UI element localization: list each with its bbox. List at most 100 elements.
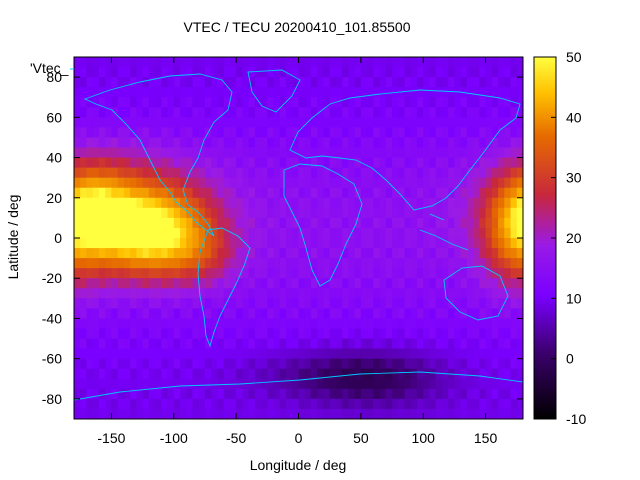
heatmap-cell <box>279 147 287 159</box>
heatmap-cell <box>298 97 306 108</box>
heatmap-cell <box>223 298 231 309</box>
heatmap-cell <box>98 288 106 299</box>
heatmap-cell <box>111 258 119 269</box>
heatmap-cell <box>136 217 144 229</box>
heatmap-cell <box>516 258 523 269</box>
heatmap-cell <box>161 338 169 350</box>
heatmap-cell <box>429 127 437 139</box>
heatmap-cell <box>217 358 225 370</box>
heatmap-cell <box>348 358 356 370</box>
colorbar-tick-label: 50 <box>566 49 582 65</box>
heatmap-cell <box>435 338 443 350</box>
heatmap-cell <box>479 227 487 239</box>
heatmap-cell <box>161 368 169 380</box>
heatmap-cell <box>173 127 181 139</box>
heatmap-cell <box>429 137 437 149</box>
heatmap-cell <box>148 167 156 179</box>
heatmap-cell <box>416 328 424 340</box>
heatmap-cell <box>342 248 349 259</box>
heatmap-cell <box>317 358 325 370</box>
heatmap-cell <box>267 288 275 299</box>
heatmap-cell <box>167 248 175 259</box>
heatmap-cell <box>491 378 499 390</box>
heatmap-cell <box>273 217 281 229</box>
heatmap-cell <box>360 227 368 239</box>
heatmap-cell <box>304 238 312 249</box>
heatmap-cell <box>217 77 225 88</box>
heatmap-cell <box>466 358 474 370</box>
heatmap-cell <box>161 248 169 259</box>
heatmap-cell <box>223 308 231 320</box>
heatmap-cell <box>454 137 462 149</box>
tec-heatmap <box>74 57 523 419</box>
heatmap-cell <box>111 288 119 299</box>
heatmap-cell <box>180 57 187 68</box>
heatmap-cell <box>460 348 468 360</box>
heatmap-cell <box>423 187 431 199</box>
heatmap-cell <box>410 348 418 360</box>
heatmap-cell <box>74 258 81 269</box>
heatmap-cell <box>373 248 381 259</box>
heatmap-cell <box>236 338 243 350</box>
heatmap-cell <box>473 107 480 118</box>
heatmap-cell <box>504 57 512 68</box>
heatmap-cell <box>111 338 119 350</box>
heatmap-cell <box>429 318 437 330</box>
heatmap-cell <box>342 67 349 78</box>
heatmap-cell <box>460 238 468 249</box>
heatmap-cell <box>86 197 94 209</box>
heatmap-cell <box>223 368 231 380</box>
heatmap-cell <box>105 378 113 390</box>
heatmap-cell <box>279 77 287 88</box>
heatmap-cell <box>142 398 150 410</box>
heatmap-cell <box>123 388 131 400</box>
heatmap-cell <box>360 147 368 159</box>
heatmap-cell <box>217 87 225 98</box>
heatmap-cell <box>192 127 200 139</box>
heatmap-cell <box>223 187 231 199</box>
heatmap-cell <box>354 107 362 118</box>
heatmap-cell <box>148 238 156 249</box>
heatmap-cell <box>516 318 523 330</box>
heatmap-cell <box>373 398 381 410</box>
heatmap-cell <box>173 258 181 269</box>
heatmap-cell <box>130 147 137 159</box>
heatmap-cell <box>466 77 474 88</box>
heatmap-cell <box>510 238 518 249</box>
heatmap-cell <box>479 248 487 259</box>
heatmap-cell <box>117 77 125 88</box>
heatmap-cell <box>416 107 424 118</box>
heatmap-cell <box>304 137 312 149</box>
heatmap-cell <box>267 378 275 390</box>
heatmap-cell <box>416 378 424 390</box>
heatmap-cell <box>229 288 237 299</box>
heatmap-cell <box>516 137 523 149</box>
heatmap-cell <box>136 408 144 419</box>
heatmap-cell <box>416 137 424 149</box>
heatmap-cell <box>80 328 88 340</box>
heatmap-cell <box>516 408 523 419</box>
heatmap-cell <box>142 77 150 88</box>
heatmap-cell <box>217 147 225 159</box>
heatmap-cell <box>373 177 381 189</box>
heatmap-cell <box>310 318 318 330</box>
heatmap-cell <box>254 207 262 219</box>
heatmap-cell <box>429 67 437 78</box>
heatmap-cell <box>204 227 212 239</box>
heatmap-cell <box>398 107 406 118</box>
heatmap-cell <box>323 127 331 139</box>
heatmap-cell <box>398 227 406 239</box>
heatmap-cell <box>441 147 449 159</box>
heatmap-cell <box>491 177 499 189</box>
heatmap-cell <box>441 107 449 118</box>
heatmap-cell <box>466 197 474 209</box>
heatmap-cell <box>155 318 162 330</box>
heatmap-cell <box>354 248 362 259</box>
heatmap-cell <box>454 157 462 169</box>
heatmap-cell <box>385 318 393 330</box>
heatmap-cell <box>423 298 431 309</box>
heatmap-cell <box>167 147 175 159</box>
heatmap-cell <box>211 258 219 269</box>
heatmap-cell <box>80 167 88 179</box>
heatmap-cell <box>123 207 131 219</box>
